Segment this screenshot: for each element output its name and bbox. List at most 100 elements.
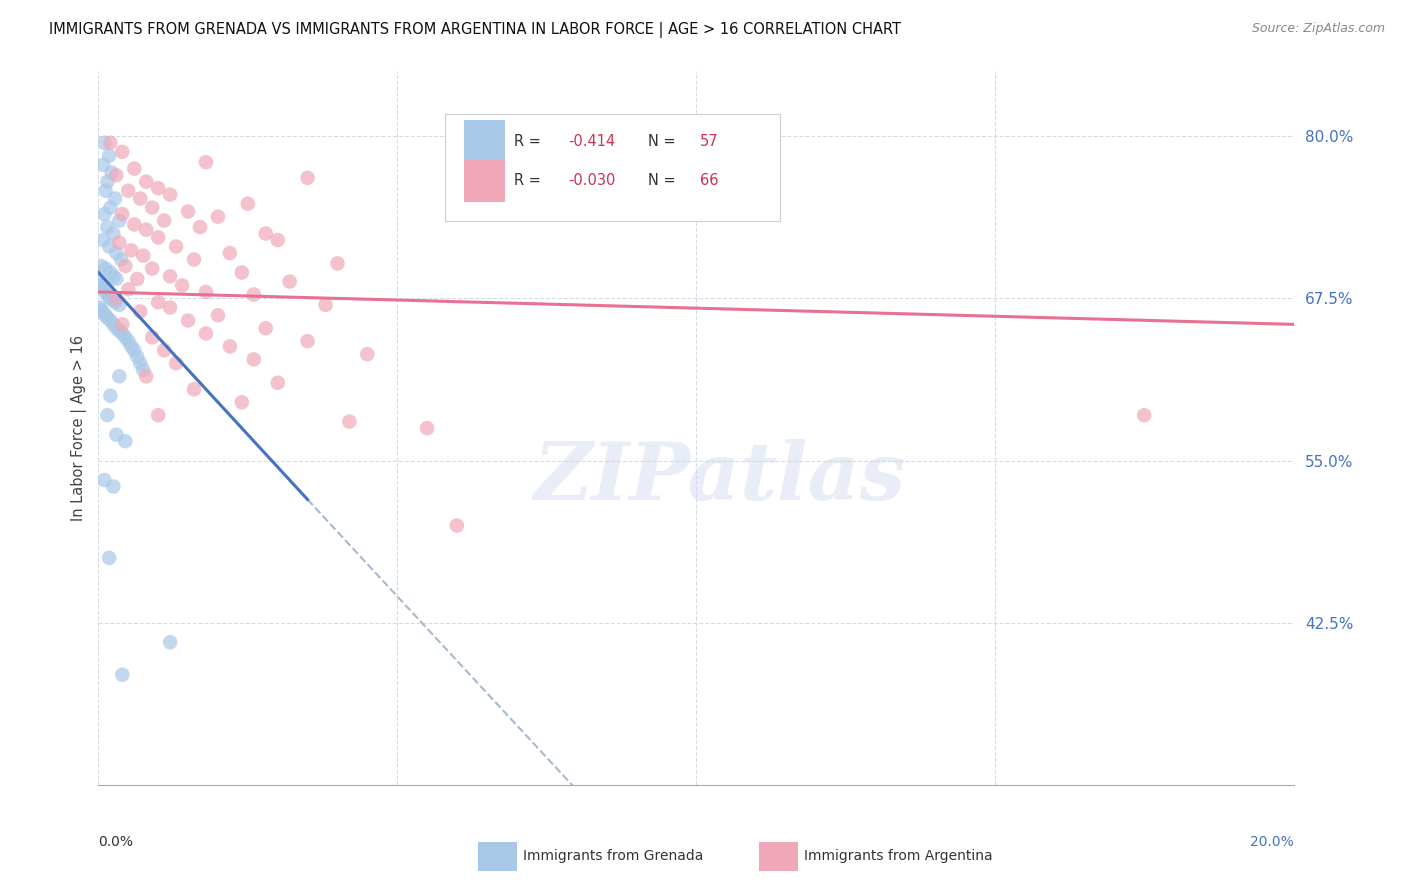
Point: [105, 168, 128, 182]
Point: [98, 239, 121, 253]
Point: [135, 222, 157, 236]
Point: [315, 298, 337, 312]
Point: [159, 635, 181, 649]
Point: [254, 227, 277, 241]
Point: [108, 369, 131, 384]
Point: [98, 149, 121, 163]
Point: [1133, 408, 1156, 422]
FancyBboxPatch shape: [478, 842, 517, 871]
Point: [165, 239, 187, 253]
Point: [98, 136, 122, 150]
Point: [98, 313, 122, 327]
Point: [98, 201, 122, 215]
Point: [108, 324, 131, 338]
Text: 0.0%: 0.0%: [98, 835, 134, 849]
Point: [326, 256, 349, 270]
Point: [94, 285, 117, 299]
Point: [94, 261, 117, 276]
Point: [98, 550, 121, 565]
Point: [153, 213, 176, 227]
Point: [114, 434, 136, 449]
Text: 57: 57: [700, 134, 718, 149]
Point: [243, 352, 266, 367]
Point: [177, 313, 200, 327]
Point: [103, 479, 125, 493]
Point: [108, 298, 131, 312]
Text: Source: ZipAtlas.com: Source: ZipAtlas.com: [1251, 22, 1385, 36]
Point: [278, 275, 301, 289]
Point: [96, 220, 118, 235]
Point: [89, 301, 111, 315]
Point: [124, 343, 146, 358]
Point: [93, 207, 115, 221]
Point: [195, 285, 218, 299]
Text: -0.030: -0.030: [568, 173, 616, 188]
Text: ZIPatlas: ZIPatlas: [534, 440, 905, 516]
Point: [159, 187, 181, 202]
Text: R =: R =: [515, 173, 546, 188]
Point: [129, 192, 152, 206]
Text: R =: R =: [515, 134, 546, 149]
Point: [103, 227, 125, 241]
Point: [159, 301, 181, 315]
Text: N =: N =: [648, 134, 681, 149]
Point: [129, 356, 152, 370]
Point: [105, 427, 128, 442]
Point: [96, 175, 118, 189]
Point: [148, 181, 170, 195]
Point: [207, 210, 229, 224]
Point: [141, 201, 163, 215]
Point: [114, 330, 136, 344]
Point: [267, 233, 290, 247]
Point: [188, 220, 211, 235]
Point: [132, 363, 155, 377]
Point: [177, 204, 200, 219]
Text: N =: N =: [648, 173, 681, 188]
Point: [117, 282, 139, 296]
Point: [91, 306, 114, 320]
Point: [96, 408, 118, 422]
Point: [93, 473, 115, 487]
Point: [243, 287, 266, 301]
Point: [127, 272, 149, 286]
Point: [90, 278, 112, 293]
Point: [135, 369, 157, 384]
Point: [267, 376, 290, 390]
Point: [117, 334, 139, 349]
Point: [219, 339, 242, 353]
Point: [91, 281, 114, 295]
Point: [297, 334, 319, 349]
FancyBboxPatch shape: [464, 160, 505, 202]
Text: IMMIGRANTS FROM GRENADA VS IMMIGRANTS FROM ARGENTINA IN LABOR FORCE | AGE > 16 C: IMMIGRANTS FROM GRENADA VS IMMIGRANTS FR…: [49, 22, 901, 38]
Point: [105, 246, 128, 260]
Point: [236, 196, 259, 211]
Point: [195, 155, 218, 169]
Text: Immigrants from Argentina: Immigrants from Argentina: [804, 849, 993, 863]
Point: [105, 321, 128, 335]
Point: [91, 233, 114, 247]
Point: [231, 265, 253, 279]
Point: [172, 278, 194, 293]
Point: [132, 249, 155, 263]
Point: [111, 667, 134, 681]
Point: [105, 272, 128, 286]
Point: [94, 184, 117, 198]
Point: [231, 395, 253, 409]
Point: [195, 326, 218, 341]
Point: [98, 265, 122, 279]
Point: [153, 343, 176, 358]
Point: [114, 259, 136, 273]
Point: [141, 330, 163, 344]
Point: [141, 261, 163, 276]
Text: 20.0%: 20.0%: [1250, 835, 1294, 849]
Point: [135, 175, 157, 189]
Point: [183, 382, 205, 396]
FancyBboxPatch shape: [759, 842, 797, 871]
Point: [339, 415, 361, 429]
Point: [446, 518, 468, 533]
Point: [111, 326, 134, 341]
Text: Immigrants from Grenada: Immigrants from Grenada: [523, 849, 703, 863]
Point: [148, 408, 170, 422]
Point: [100, 165, 122, 179]
Point: [104, 295, 127, 310]
